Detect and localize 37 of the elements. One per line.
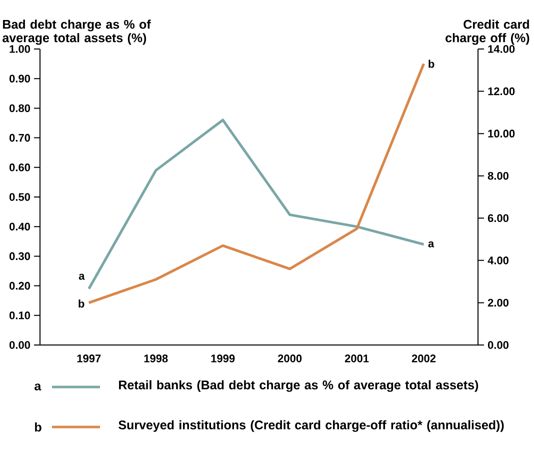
y2-tick-label: 4.00	[488, 256, 508, 264]
annotation: b	[428, 60, 434, 68]
text: a	[34, 384, 42, 390]
y2-tick-label: 0.00	[488, 341, 508, 349]
y-tick-label: 0.90	[10, 74, 30, 82]
y2-tick-label: 6.00	[488, 214, 508, 222]
x-tick-label: 1999	[211, 354, 235, 362]
y2-axis-title: Credit card charge off (%)	[446, 20, 530, 45]
x-tick-label: 2002	[412, 354, 436, 362]
y2-tick-label: 10.00	[488, 130, 515, 138]
y2-tick-label: 12.00	[488, 87, 515, 96]
x-tick-label: 2000	[278, 354, 302, 362]
y-axis-title: Bad debt charge as % of average total assets (%)	[2, 20, 151, 45]
y-tick-label: 0.30	[10, 252, 30, 260]
y-tick-label: 1.00	[10, 45, 30, 53]
legend-label: Retail banks (Bad debt charge as % of average total assets)	[119, 380, 478, 392]
y-tick-label: 0.10	[10, 312, 30, 320]
annotation: b	[78, 300, 84, 308]
x-tick-label: 2001	[344, 354, 369, 362]
y-tick-label: 0.60	[10, 164, 30, 172]
y2-tick-label: 8.00	[488, 172, 508, 180]
y-tick-label: 0.00	[10, 341, 30, 349]
y-tick-label: 0.20	[10, 282, 30, 290]
x-tick-label: 1997	[77, 354, 101, 362]
x-tick-label: 1998	[144, 354, 168, 362]
annotation: a	[428, 241, 434, 248]
text: b	[35, 422, 42, 432]
y2-tick-label: 14.00	[488, 45, 515, 53]
y-tick-label: 0.50	[10, 193, 30, 201]
line-series	[88, 62, 426, 304]
y2-tick-label: 2.00	[488, 298, 508, 307]
y-tick-label: 0.80	[10, 104, 30, 112]
y-tick-label: 0.70	[10, 134, 30, 142]
y-tick-label: 0.40	[10, 222, 30, 230]
line-series	[88, 118, 426, 290]
legend-label: Surveyed institutions (Credit card charge-off ratio* (annualised))	[118, 420, 504, 432]
annotation: a	[78, 274, 85, 280]
